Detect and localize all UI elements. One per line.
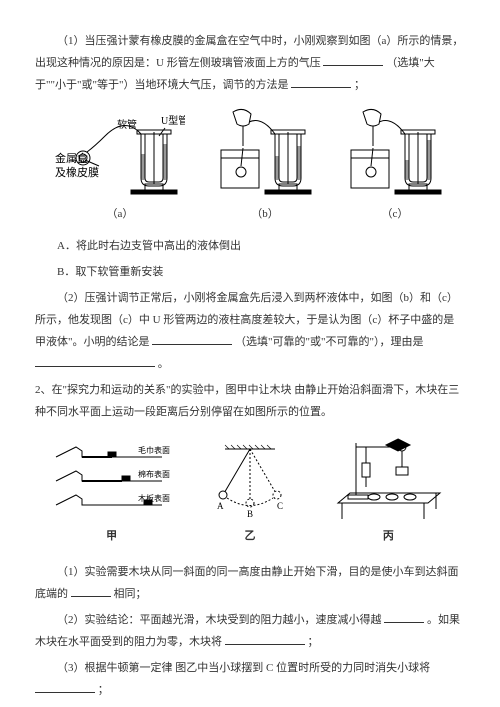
caption-b: （b） [251, 203, 279, 225]
q2-part2-text: （2）实验结论：平面越光滑，木块受到的阻力越小，速度减小得越 。如果木块在水平面… [35, 609, 465, 653]
label-cotton: 棉布表面 [138, 469, 170, 479]
caption-jia: 甲 [106, 525, 117, 547]
label-metalbox: 金属盒 [55, 151, 88, 165]
blank-q1-4[interactable] [35, 355, 155, 367]
caption-a: （a） [107, 203, 134, 225]
caption-yi: 乙 [244, 525, 255, 547]
q2-p2-c: ； [308, 636, 319, 648]
q2-p3-a: （3）根据牛顿第一定律 图乙中当小球摆到 C 位置时所受的力同时消失小球将 [57, 662, 430, 674]
q1-part2-text: （2）压强计调节正常后，小刚将金属盒先后浸入到两杯液体中，如图（b）和（c）所示… [35, 287, 465, 375]
blank-q1-1[interactable] [323, 54, 383, 66]
figure-jia: 毛巾表面 棉布表面 木板表面 [52, 443, 172, 523]
q1-part1-text: （1）当压强计蒙有橡皮膜的金属盒在空气中时，小刚观察到如图（a）所示的情景，出现… [35, 30, 465, 96]
figure-bing-wrap: 丙 [328, 433, 448, 547]
figure-a-wrap: 软管 U型管 金属盒 及橡皮膜 （a） [55, 106, 185, 225]
blank-q1-3[interactable] [152, 333, 232, 345]
label-softtube: 软管 [117, 118, 137, 131]
figure-c-wrap: （c） [345, 106, 445, 225]
q1-figure-row: 软管 U型管 金属盒 及橡皮膜 （a） [35, 106, 465, 225]
figure-b-wrap: （b） [215, 106, 315, 225]
figure-bing [328, 433, 448, 523]
q1-p2-b: （选填"可靠的"或"不可靠的"），理由是 [235, 336, 423, 348]
q2-part3-text: （3）根据牛顿第一定律 图乙中当小球摆到 C 位置时所受的力同时消失小球将 ； [35, 657, 465, 701]
label-A: A [217, 501, 224, 511]
blank-q2-3[interactable] [225, 633, 305, 645]
caption-bing: 丙 [383, 525, 394, 547]
q2-p3-b: ； [98, 684, 109, 696]
label-utube: U型管 [161, 114, 185, 127]
q1-p1-c: ； [354, 79, 365, 91]
q1-option-a: A．将此时右边支管中高出的液体倒出 [35, 235, 465, 257]
figure-b [215, 106, 315, 201]
q2-figure-row: 毛巾表面 棉布表面 木板表面 甲 [35, 433, 465, 547]
label-membrane: 及橡皮膜 [55, 166, 99, 179]
q2-p2-a: （2）实验结论：平面越光滑，木块受到的阻力越小，速度减小得越 [57, 614, 382, 626]
figure-yi-wrap: A B C 乙 [205, 443, 295, 547]
blank-q2-4[interactable] [35, 681, 95, 693]
q2-p1-b: 相同； [114, 588, 147, 600]
label-B: B [247, 509, 253, 519]
q1-option-b: B．取下软管重新安装 [35, 261, 465, 283]
q1-p2-c: 。 [158, 358, 169, 370]
label-C: C [277, 501, 283, 511]
figure-jia-wrap: 毛巾表面 棉布表面 木板表面 甲 [52, 443, 172, 547]
label-towel: 毛巾表面 [138, 445, 170, 455]
q2-intro: 2、在"探究力和运动的关系"的实验中，图甲中让木块 由静止开始沿斜面滑下，木块在… [35, 379, 465, 423]
blank-q2-1[interactable] [71, 585, 111, 597]
label-wood: 木板表面 [138, 493, 170, 503]
blank-q2-2[interactable] [384, 611, 424, 623]
figure-a: 软管 U型管 金属盒 及橡皮膜 [55, 106, 185, 201]
figure-yi: A B C [205, 443, 295, 523]
figure-c [345, 106, 445, 201]
blank-q1-2[interactable] [291, 76, 351, 88]
caption-c: （c） [382, 203, 409, 225]
q2-part1-text: （1）实验需要木块从同一斜面的同一高度由静止开始下滑，目的是使小车到达斜面底端的… [35, 561, 465, 605]
